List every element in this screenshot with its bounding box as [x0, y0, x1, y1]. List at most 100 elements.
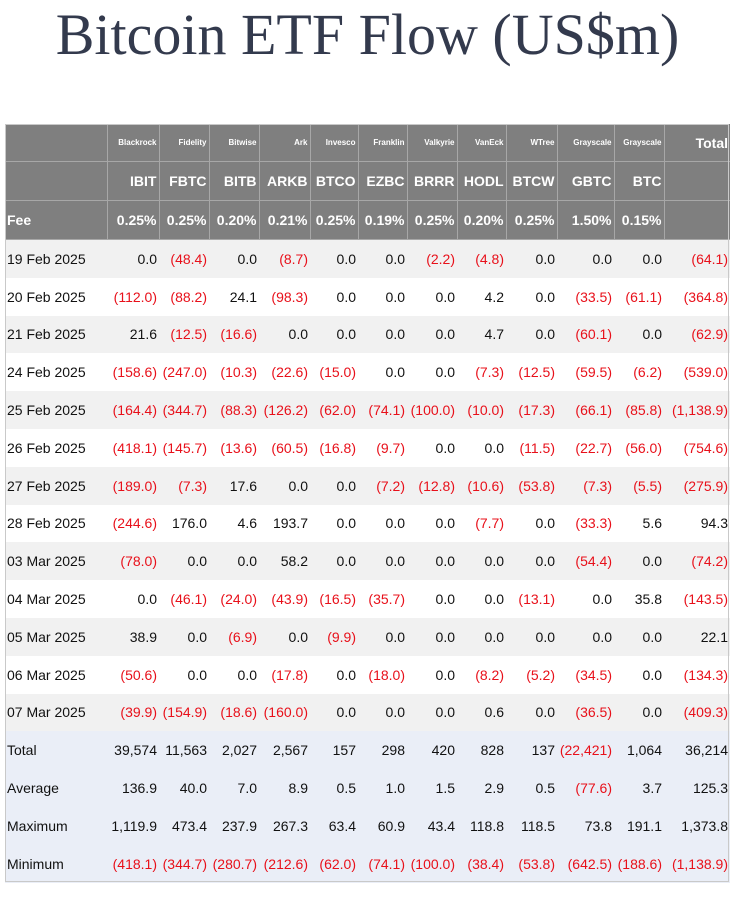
flow-cell: 43.4	[407, 806, 457, 845]
flow-cell: (6.2)	[614, 353, 664, 392]
flow-cell: 0.0	[407, 655, 457, 694]
table-body: 19 Feb 2025 0.0 (48.4) 0.0 (8.7) 0.0 0.0 (2.2)(…	[5, 239, 730, 883]
flow-cell: (74.1)	[358, 844, 407, 883]
flow-cell: (10.3)	[209, 353, 259, 392]
ticker-corner-cell	[5, 161, 107, 201]
issuer-header: Valkyrie	[406, 124, 457, 162]
flow-cell: 0.0	[259, 466, 310, 505]
flow-cell: (145.7)	[159, 428, 209, 467]
flow-cell: 0.0	[310, 315, 358, 354]
row-total-cell: 94.3	[664, 504, 730, 543]
flow-cell: 0.0	[614, 693, 664, 732]
flow-cell: 0.0	[506, 542, 557, 581]
flow-cell: 420	[407, 731, 457, 770]
table-row: 21 Feb 2025 21.6 (12.5) (16.6) 0.0 0.0 0.0 0.0 4…	[5, 315, 730, 354]
table-row: 19 Feb 2025 0.0 (48.4) 0.0 (8.7) 0.0 0.0 (2.2)(…	[5, 239, 730, 278]
date-cell: 26 Feb 2025	[5, 428, 107, 467]
total-column-header: Total	[663, 124, 730, 162]
flow-cell: (17.3)	[506, 391, 557, 429]
flow-cell: (100.0)	[407, 844, 457, 883]
stat-label: Maximum	[5, 806, 107, 845]
date-cell: 06 Mar 2025	[5, 655, 107, 694]
stat-label: Average	[5, 769, 107, 807]
flow-cell: 4.6	[209, 504, 259, 543]
ticker-header: EZBC	[357, 161, 407, 201]
flow-cell: (43.9)	[259, 580, 310, 618]
flow-cell: (33.3)	[557, 504, 614, 543]
flow-cell: 0.0	[614, 315, 664, 354]
issuer-header: Grayscale	[556, 124, 614, 162]
flow-cell: (85.8)	[614, 391, 664, 429]
flow-cell: (39.9)	[107, 693, 159, 732]
flow-cell: (6.9)	[209, 617, 259, 656]
ticker-header: BTCO	[309, 161, 358, 201]
flow-cell: 0.0	[506, 504, 557, 543]
fee-cell: 0.20%	[456, 200, 506, 240]
row-total-cell: (1,138.9)	[664, 391, 730, 429]
flow-cell: 35.8	[614, 580, 664, 618]
flow-cell: 0.0	[614, 617, 664, 656]
date-cell: 28 Feb 2025	[5, 504, 107, 543]
flow-cell: 0.6	[457, 693, 506, 732]
flow-cell: 4.2	[457, 277, 506, 316]
ticker-header: BTC	[613, 161, 664, 201]
table-row: 26 Feb 2025 (418.1) (145.7) (13.6) (60.5) (16…	[5, 428, 730, 467]
flow-cell: (280.7)	[209, 844, 259, 883]
flow-cell: (642.5)	[557, 844, 614, 883]
flow-cell: 267.3	[259, 806, 310, 845]
flow-cell: 0.0	[310, 693, 358, 732]
flow-cell: 0.5	[506, 769, 557, 807]
issuer-header: VanEck	[456, 124, 506, 162]
flow-cell: (46.1)	[159, 580, 209, 618]
flow-cell: 0.0	[407, 315, 457, 354]
flow-cell: (8.2)	[457, 655, 506, 694]
stats-row: Average 136.9 40.0 7.0 8.9 0.5 1.0 1.5 2.9 0.5 (77…	[5, 769, 730, 807]
flow-cell: 0.0	[557, 617, 614, 656]
table-row: 05 Mar 2025 38.9 0.0 (6.9) 0.0 (9.9) 0.0 0.0 0.0…	[5, 617, 730, 656]
flow-cell: (74.1)	[358, 391, 407, 429]
row-total-cell: (409.3)	[664, 693, 730, 732]
flow-cell: 0.0	[506, 277, 557, 316]
flow-cell: 0.0	[407, 580, 457, 618]
flow-cell: (100.0)	[407, 391, 457, 429]
flow-cell: 5.6	[614, 504, 664, 543]
stat-label: Total	[5, 731, 107, 770]
table-row: 20 Feb 2025 (112.0) (88.2) 24.1 (98.3) 0.0 0.0…	[5, 277, 730, 316]
flow-cell: 0.0	[209, 239, 259, 278]
flow-cell: 118.8	[457, 806, 506, 845]
table-header: Blackrock Fidelity Bitwise Ark Invesco F…	[5, 124, 730, 240]
issuer-header: Franklin	[357, 124, 407, 162]
flow-cell: 0.0	[107, 239, 159, 278]
flow-cell: (344.7)	[159, 391, 209, 429]
flow-cell: 118.5	[506, 806, 557, 845]
fee-cell: 0.25%	[309, 200, 358, 240]
issuer-header: Grayscale	[613, 124, 664, 162]
flow-cell: (16.6)	[209, 315, 259, 354]
date-cell: 21 Feb 2025	[5, 315, 107, 354]
flow-cell: 176.0	[159, 504, 209, 543]
flow-cell: 0.0	[557, 580, 614, 618]
flow-cell: (418.1)	[107, 428, 159, 467]
flow-cell: (344.7)	[159, 844, 209, 883]
flow-cell: 2,027	[209, 731, 259, 770]
fee-cell: 0.25%	[505, 200, 557, 240]
flow-cell: (12.5)	[506, 353, 557, 392]
ticker-header: IBIT	[106, 161, 159, 201]
issuer-header: WTree	[505, 124, 557, 162]
flow-cell: 0.0	[557, 239, 614, 278]
flow-cell: 0.0	[358, 353, 407, 392]
flow-cell: 0.0	[159, 542, 209, 581]
flow-cell: 237.9	[209, 806, 259, 845]
flow-cell: 191.1	[614, 806, 664, 845]
flow-cell: (22.6)	[259, 353, 310, 392]
flow-cell: (33.5)	[557, 277, 614, 316]
date-cell: 27 Feb 2025	[5, 466, 107, 505]
table-row: 27 Feb 2025 (189.0) (7.3) 17.6 0.0 0.0 (7.2) (1…	[5, 466, 730, 505]
etf-flow-table: Blackrock Fidelity Bitwise Ark Invesco F…	[5, 124, 730, 883]
flow-cell: 60.9	[358, 806, 407, 845]
flow-cell: (18.6)	[209, 693, 259, 732]
ticker-header: GBTC	[556, 161, 614, 201]
flow-cell: (48.4)	[159, 239, 209, 278]
fee-cell: 0.25%	[158, 200, 209, 240]
flow-cell: 0.0	[358, 693, 407, 732]
